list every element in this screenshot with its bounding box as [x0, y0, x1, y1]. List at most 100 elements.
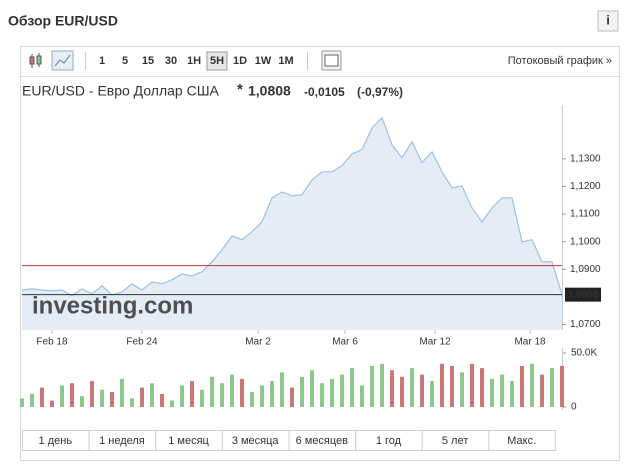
- widget-title: Обзор EUR/USD: [8, 13, 118, 29]
- volume-bar: [210, 376, 214, 407]
- volume-bar: [390, 370, 394, 407]
- volume-bar: [350, 368, 354, 407]
- x-tick-label: Feb 18: [36, 337, 68, 348]
- x-tick-label: Mar 18: [514, 337, 546, 348]
- y-tick-label: 1,1200: [570, 181, 601, 192]
- volume-bar: [150, 383, 154, 407]
- interval-button[interactable]: 1M: [278, 55, 293, 67]
- price-area: [22, 117, 562, 330]
- volume-bar: [30, 394, 34, 407]
- volume-bar: [510, 381, 514, 407]
- volume-bar: [260, 385, 264, 407]
- volume-bar: [130, 398, 134, 407]
- volume-bar: [220, 383, 224, 407]
- volume-bar: [90, 381, 94, 407]
- streaming-link[interactable]: Потоковый график »: [508, 55, 612, 67]
- volume-bar: [70, 383, 74, 407]
- period-label: 1 неделя: [99, 435, 145, 447]
- volume-bar: [470, 363, 474, 407]
- volume-bar: [500, 374, 504, 407]
- watermark: investing.com: [32, 292, 193, 319]
- volume-bar: [40, 387, 44, 407]
- volume-bar: [60, 385, 64, 407]
- quote-change: -0,0105: [304, 85, 345, 99]
- volume-bar: [450, 365, 454, 407]
- volume-bar: [560, 365, 564, 407]
- volume-bar: [370, 365, 374, 407]
- x-tick-label: Feb 24: [126, 337, 158, 348]
- period-label: Макс.: [507, 435, 536, 447]
- line-icon: [54, 54, 71, 67]
- volume-bar: [330, 378, 334, 407]
- y-tick-label: 1,1300: [570, 153, 601, 164]
- volume-bar: [300, 376, 304, 407]
- volume-bar: [340, 374, 344, 407]
- volume-bar: [190, 381, 194, 407]
- volume-bar: [50, 400, 54, 407]
- volume-bar: [440, 363, 444, 407]
- volume-bar: [520, 365, 524, 407]
- candle-icon[interactable]: [29, 53, 42, 68]
- volume-bar: [230, 374, 234, 407]
- y-tick-label: 1,1000: [570, 236, 601, 247]
- info-icon: i: [606, 12, 610, 27]
- y-tick-label: 1,1100: [570, 209, 600, 220]
- volume-bar: [400, 376, 404, 407]
- volume-bar: [280, 372, 284, 407]
- last-price-label: 1,0808: [568, 289, 599, 300]
- volume-bar: [80, 396, 84, 407]
- interval-button[interactable]: 1D: [233, 55, 247, 67]
- info-button[interactable]: [597, 10, 619, 32]
- selected-interval: [206, 51, 228, 71]
- volume-bar: [480, 368, 484, 407]
- volume-bar: [460, 372, 464, 407]
- volume-bar: [200, 389, 204, 407]
- volume-bar: [140, 387, 144, 407]
- quote-price: 1,0808: [248, 83, 291, 99]
- volume-bar: [360, 385, 364, 407]
- x-tick-label: Mar 6: [332, 337, 358, 348]
- interval-button[interactable]: 30: [165, 55, 177, 67]
- volume-bar: [100, 389, 104, 407]
- interval-button[interactable]: 5H: [210, 55, 224, 67]
- interval-button[interactable]: 5: [122, 55, 128, 67]
- volume-tick-label: 50.0K: [571, 348, 597, 359]
- period-label: 5 лет: [442, 435, 468, 447]
- period-label: 1 день: [39, 435, 73, 447]
- volume-bar: [420, 374, 424, 407]
- quote-marker: *: [237, 81, 243, 98]
- volume-bar: [180, 385, 184, 407]
- volume-bar: [540, 374, 544, 407]
- volume-bar: [550, 368, 554, 407]
- interval-button[interactable]: 1W: [255, 55, 272, 67]
- calendar-icon: [324, 54, 339, 67]
- interval-button[interactable]: 1H: [187, 55, 201, 67]
- interval-button[interactable]: 15: [142, 55, 154, 67]
- volume-bar: [170, 400, 174, 407]
- volume-bar: [160, 394, 164, 407]
- period-label: 6 месяцев: [296, 435, 349, 447]
- last-price-box: [565, 287, 601, 302]
- period-button[interactable]: [488, 430, 556, 451]
- quote-change-percent: (-0,97%): [357, 85, 403, 99]
- y-tick-label: 1,0900: [570, 264, 601, 275]
- period-label: 1 месяц: [168, 435, 209, 447]
- y-tick-label: 1,0700: [570, 319, 601, 330]
- volume-bar: [530, 363, 534, 407]
- volume-bar: [430, 381, 434, 407]
- volume-bar: [270, 381, 274, 407]
- interval-button[interactable]: 1: [99, 55, 105, 67]
- x-tick-label: Mar 12: [419, 337, 451, 348]
- volume-bar: [490, 378, 494, 407]
- volume-bar: [240, 378, 244, 407]
- volume-bar: [250, 391, 254, 407]
- volume-bar: [110, 391, 114, 407]
- line-chart-button[interactable]: [51, 50, 74, 71]
- volume-tick-label: 0: [571, 402, 577, 413]
- x-tick-label: Mar 2: [245, 337, 271, 348]
- volume-bar: [410, 368, 414, 407]
- volume-bar: [290, 387, 294, 407]
- volume-bar: [120, 378, 124, 407]
- volume-bar: [20, 398, 24, 407]
